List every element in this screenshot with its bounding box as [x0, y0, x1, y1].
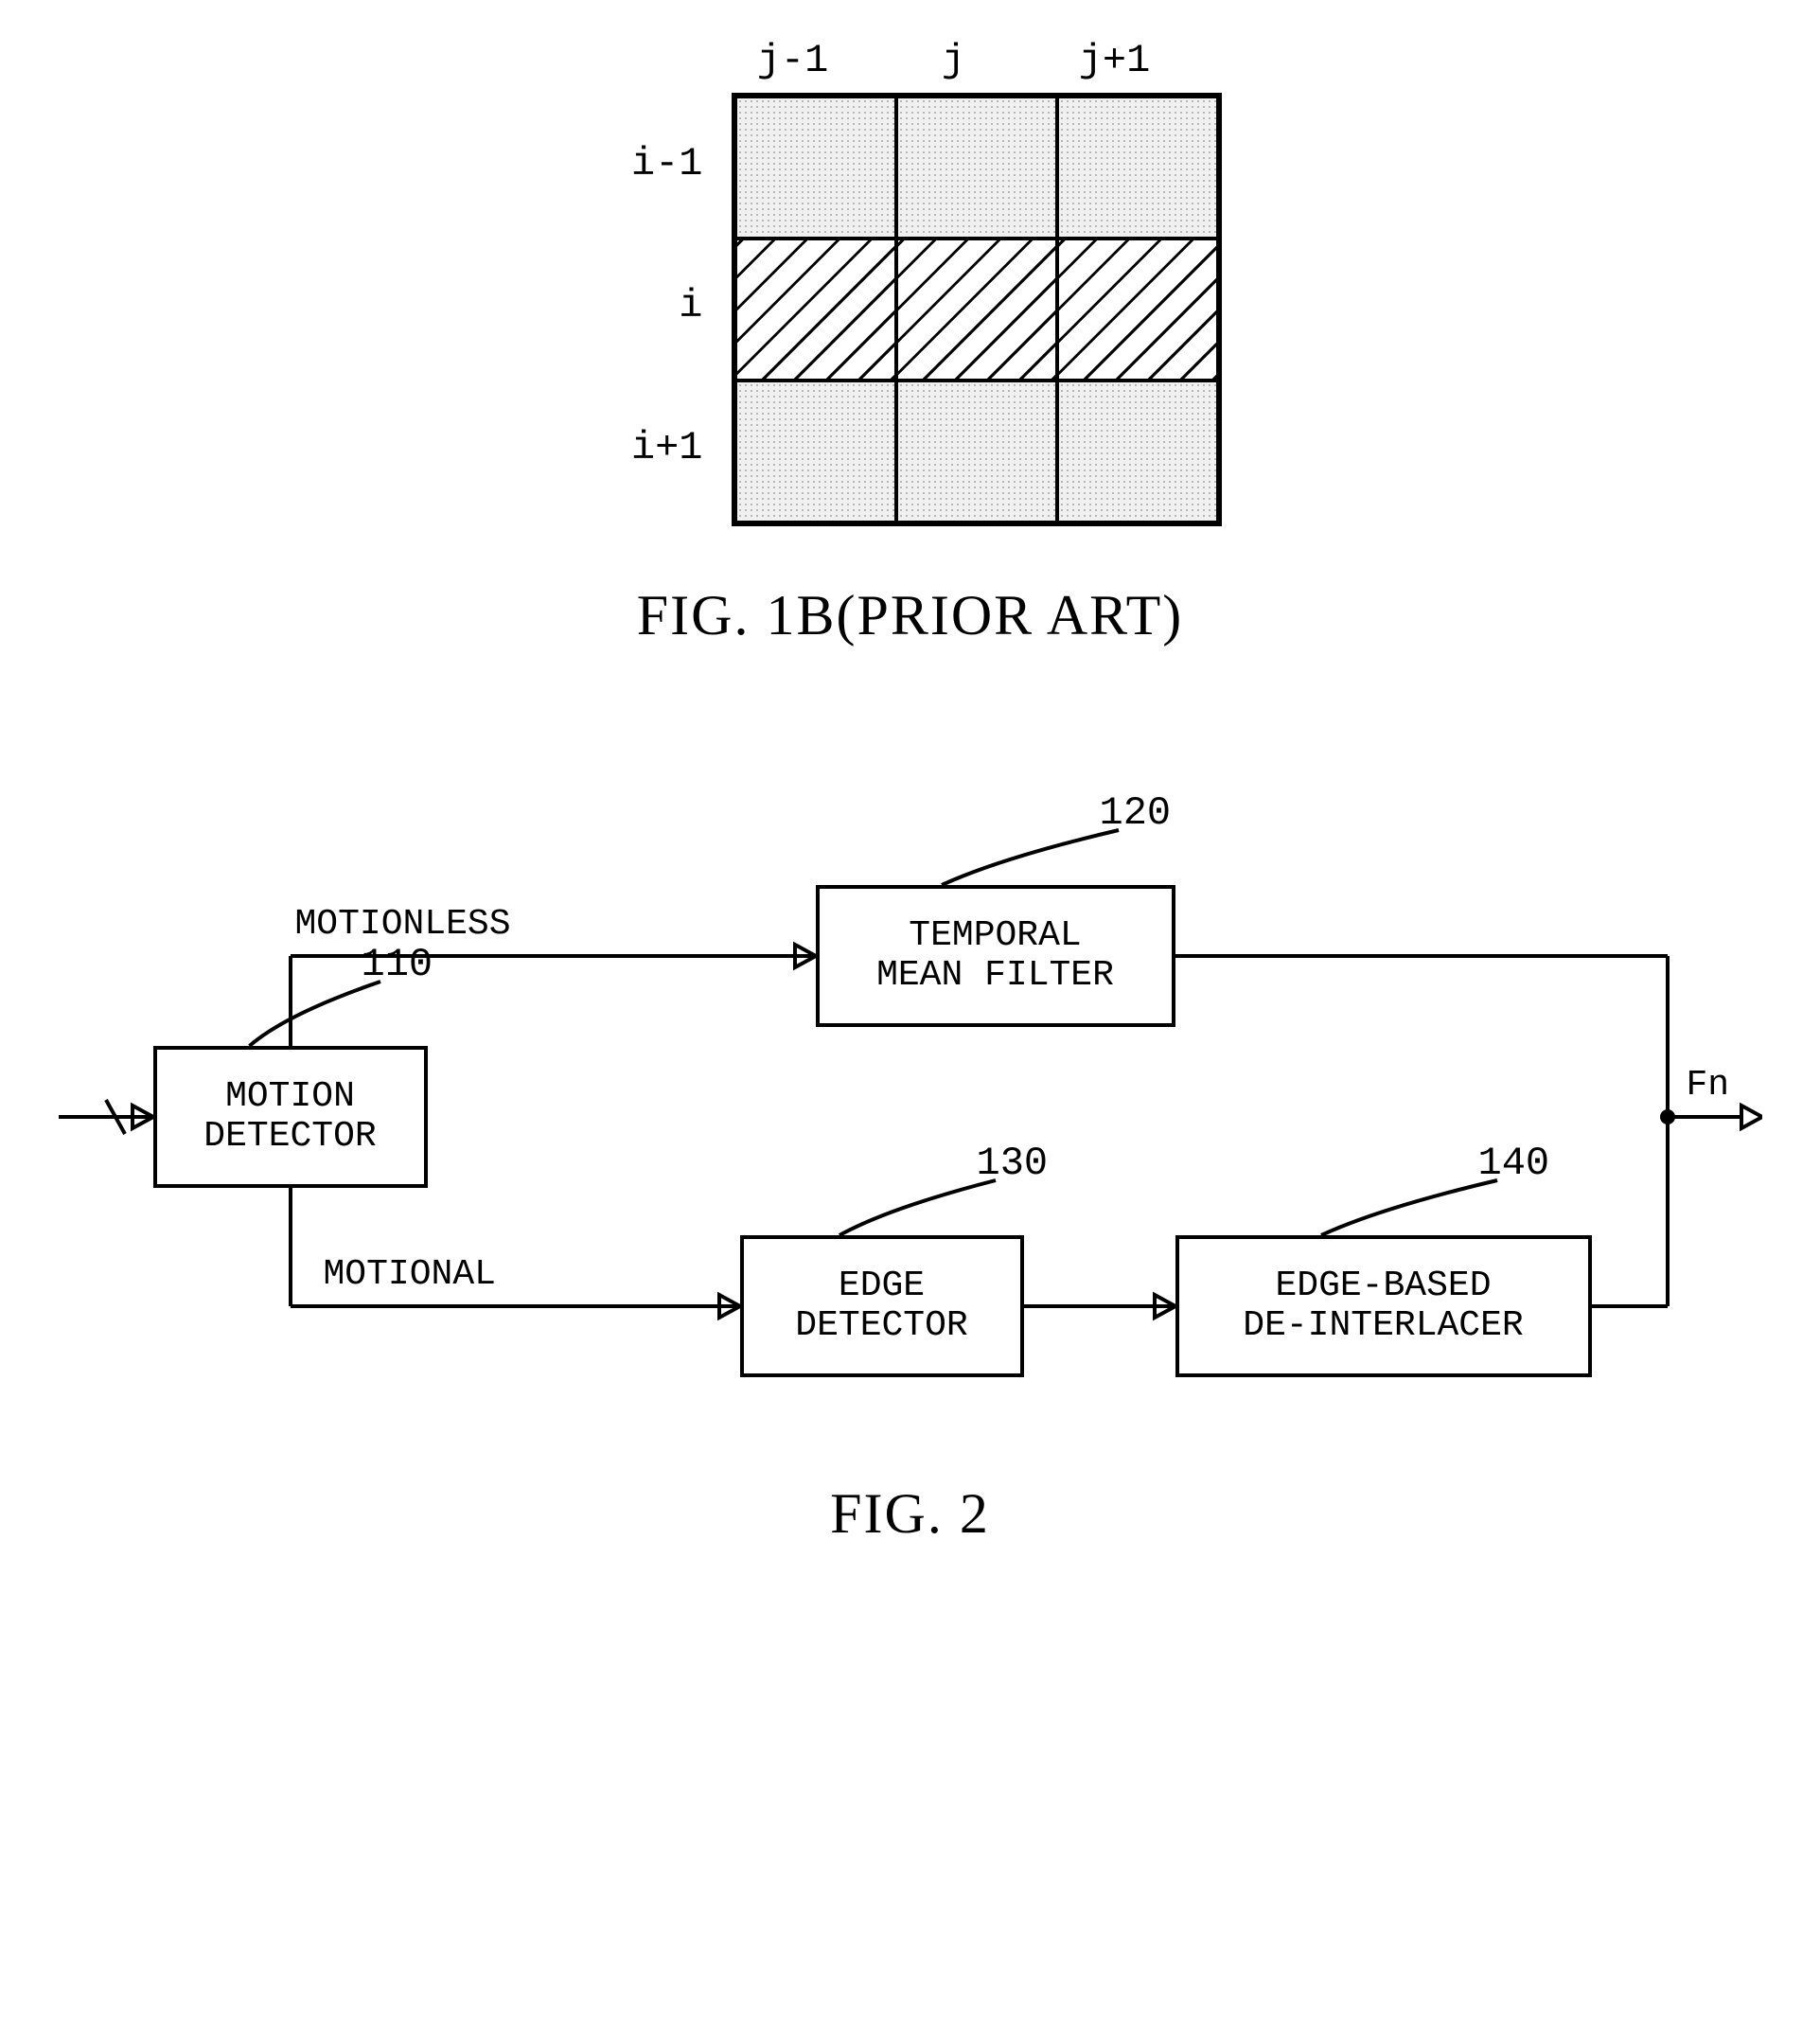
motion-detector-block: MOTIONDETECTOR [153, 1046, 428, 1188]
row-label: i [599, 235, 713, 377]
figure-1b: j-1jj+1 i-1ii+1 FIG. 1B(PRIOR ART) [599, 38, 1222, 648]
grid-cell [896, 381, 1057, 522]
edge-label-motionless: MOTIONLESS [295, 904, 511, 945]
grid-cell [735, 97, 896, 239]
grid-cell [735, 381, 896, 522]
output-label: Fn [1687, 1065, 1730, 1106]
grid-cell [1057, 97, 1218, 239]
col-label: j+1 [1034, 38, 1195, 83]
edge-detector-block: EDGEDETECTOR [740, 1235, 1024, 1377]
ref-label-110: 110 [362, 942, 433, 987]
deinterlacer-block: EDGE-BASEDDE-INTERLACER [1175, 1235, 1592, 1377]
ref-label-130: 130 [977, 1141, 1049, 1186]
figure-2: MOTIONDETECTORTEMPORALMEAN FILTEREDGEDET… [59, 762, 1762, 1547]
grid-cell [896, 97, 1057, 239]
block-label-line: DE-INTERLACER [1243, 1306, 1523, 1346]
grid-cell [1057, 381, 1218, 522]
row-label: i-1 [599, 93, 713, 235]
ref-label-140: 140 [1478, 1141, 1550, 1186]
block-label-line: MOTION [225, 1077, 355, 1117]
block-label-line: DETECTOR [203, 1117, 376, 1157]
col-labels: j-1jj+1 [713, 38, 1195, 83]
temporal-filter-block: TEMPORALMEAN FILTER [816, 885, 1175, 1027]
row-label: i+1 [599, 377, 713, 519]
block-diagram: MOTIONDETECTORTEMPORALMEAN FILTEREDGEDET… [59, 762, 1762, 1425]
ref-label-120: 120 [1100, 790, 1172, 836]
block-label-line: MEAN FILTER [876, 956, 1114, 996]
grid-cell [1057, 239, 1218, 381]
block-label-line: EDGE [839, 1266, 925, 1306]
grid-cell [896, 239, 1057, 381]
block-label-line: EDGE-BASED [1275, 1266, 1491, 1306]
block-label-line: TEMPORAL [909, 916, 1081, 956]
row-labels: i-1ii+1 [599, 93, 713, 519]
pixel-grid [732, 93, 1222, 526]
fig1b-caption: FIG. 1B(PRIOR ART) [637, 583, 1183, 648]
col-label: j [874, 38, 1034, 83]
grid-cell [735, 239, 896, 381]
fig2-caption: FIG. 2 [830, 1481, 990, 1547]
col-label: j-1 [713, 38, 874, 83]
block-label-line: DETECTOR [795, 1306, 967, 1346]
edge-label-motional: MOTIONAL [324, 1254, 496, 1295]
row-label-spacer [599, 38, 713, 93]
